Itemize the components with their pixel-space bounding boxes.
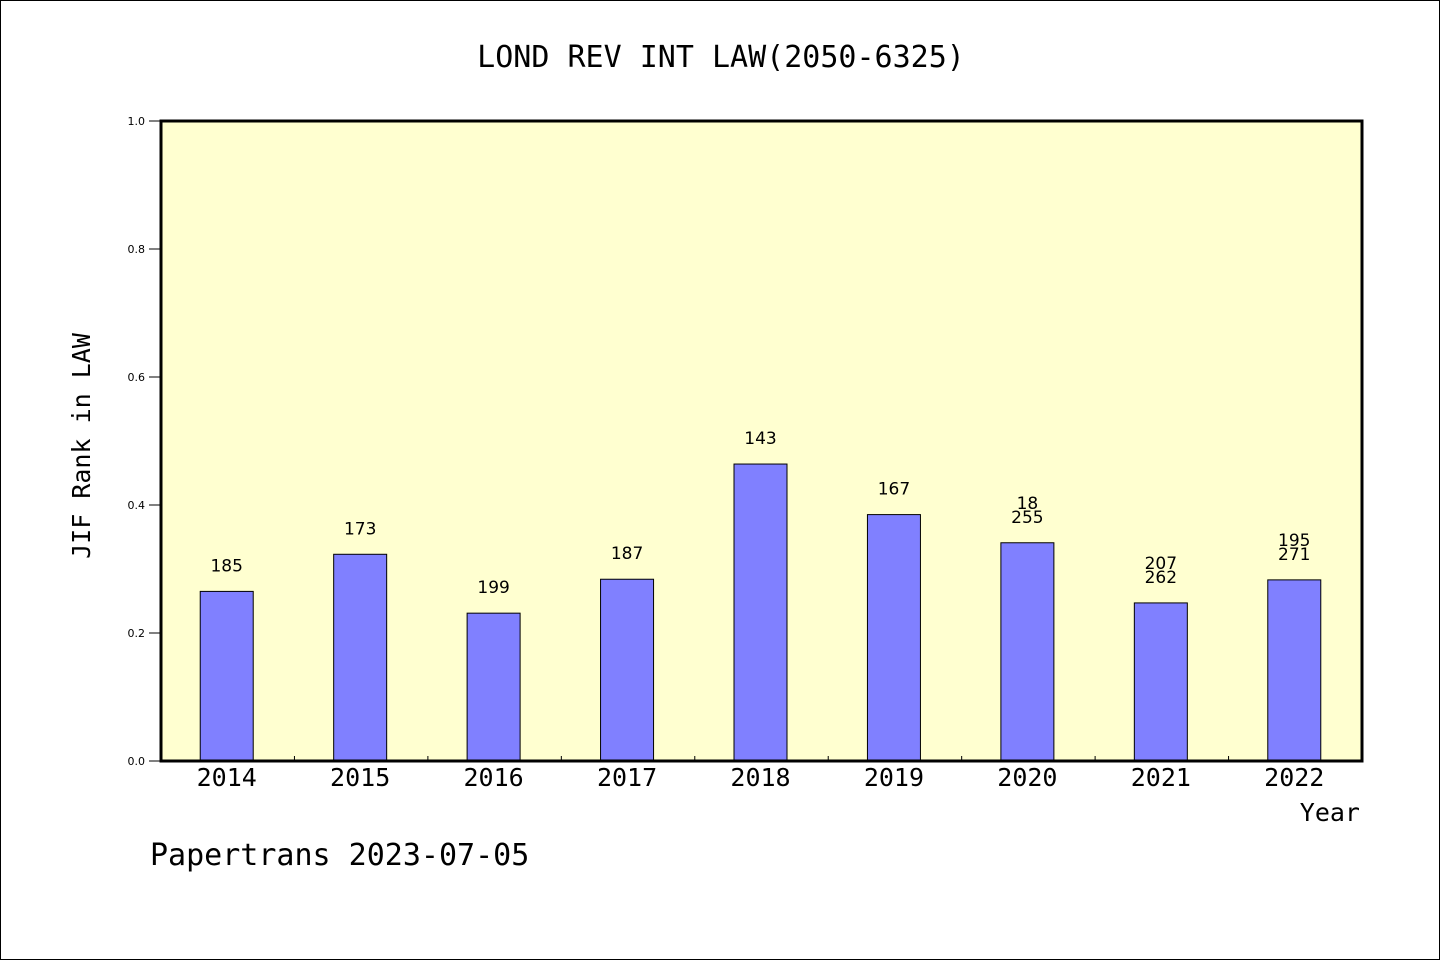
bar-2017 — [600, 578, 655, 762]
bar-2016 — [466, 612, 521, 762]
y-axis: 0.0 0.2 0.4 0.6 0.8 1.0 — [128, 115, 161, 768]
bar-2015 — [333, 553, 388, 762]
bar-label-2016: 199 — [477, 578, 509, 598]
bar-2020 — [1000, 542, 1055, 762]
bar-label-2021-2: 262 — [1145, 568, 1177, 588]
y-tick-label-0.2: 0.2 — [128, 627, 146, 640]
x-tick-label-2016: 2016 — [464, 763, 524, 792]
x-tick-label-2019: 2019 — [864, 763, 924, 792]
y-tick-label-0.8: 0.8 — [128, 243, 146, 256]
bar-2022 — [1267, 579, 1322, 762]
bar-2014 — [199, 590, 254, 762]
bar-label-2017: 187 — [611, 544, 643, 564]
x-tick-label-2014: 2014 — [197, 763, 257, 792]
bar-2019 — [866, 514, 921, 762]
y-tick-label-0.4: 0.4 — [128, 499, 146, 512]
bar-2021 — [1133, 602, 1188, 762]
x-tick-label-2015: 2015 — [330, 763, 390, 792]
x-axis-label: Year — [1300, 798, 1360, 827]
x-tick-label-2020: 2020 — [997, 763, 1057, 792]
x-tick-label-2022: 2022 — [1264, 763, 1324, 792]
y-tick-label-1.0: 1.0 — [128, 115, 146, 128]
bar-label-2019: 167 — [878, 480, 910, 500]
x-axis: 2014 2015 2016 2017 2018 2019 2020 2021 2022 — [197, 756, 1324, 792]
x-tick-label-2021: 2021 — [1131, 763, 1191, 792]
bar-label-2020-1: 18 — [1017, 494, 1039, 514]
bar-label-2018: 143 — [744, 429, 776, 449]
y-axis-label: JIF Rank in LAW — [67, 332, 96, 559]
chart-title: LOND REV INT LAW(2050-6325) — [477, 40, 965, 75]
watermark-text: Papertrans 2023-07-05 — [150, 838, 529, 873]
x-tick-label-2017: 2017 — [597, 763, 657, 792]
bar-label-2022-2: 271 — [1278, 545, 1310, 565]
bar-label-2015: 173 — [344, 519, 376, 539]
bar-label-2020-2: 255 — [1011, 508, 1043, 528]
y-tick-label-0.0: 0.0 — [128, 755, 146, 768]
bar-label-2021-1: 207 — [1145, 554, 1177, 574]
plot-frame — [159, 119, 1364, 763]
x-tick-label-2018: 2018 — [730, 763, 790, 792]
y-tick-label-0.6: 0.6 — [128, 371, 146, 384]
bar-label-2022-1: 195 — [1278, 531, 1310, 551]
bars-layer — [199, 463, 1322, 762]
bar-label-2014: 185 — [210, 556, 242, 576]
bar-2018 — [733, 463, 788, 762]
